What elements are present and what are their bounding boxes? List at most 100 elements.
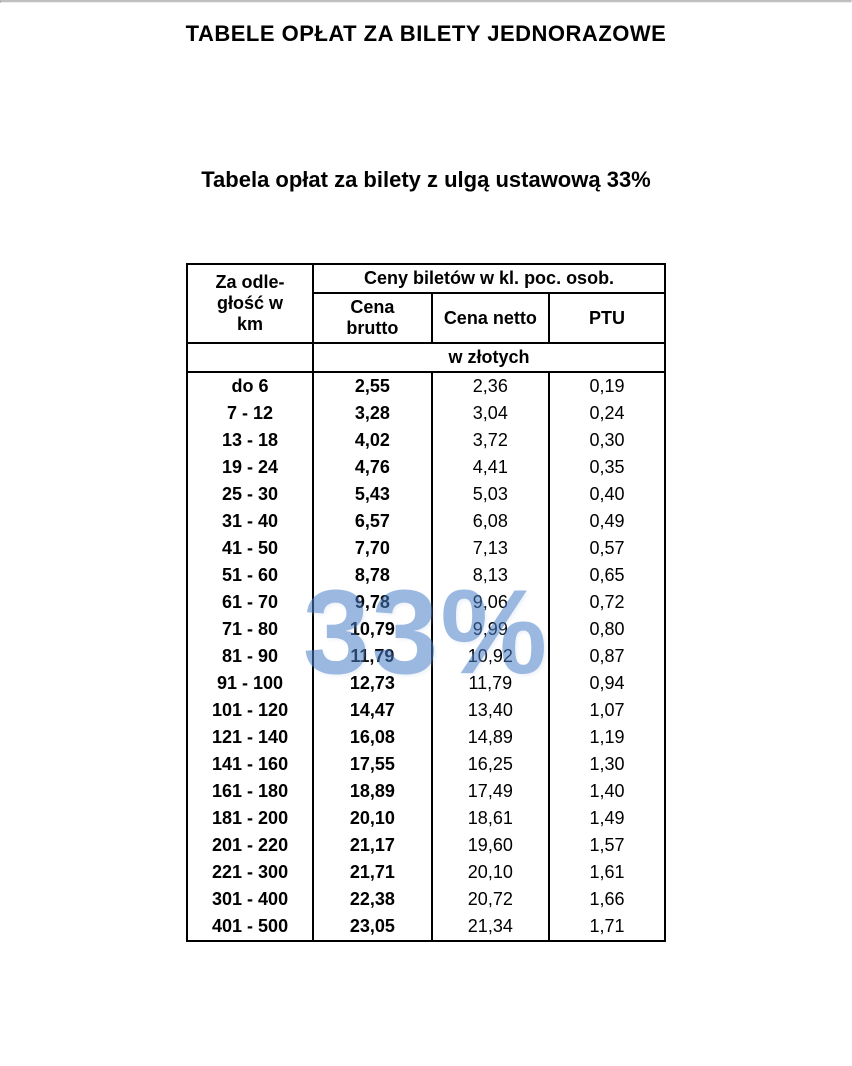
hdr-group: Ceny biletów w kl. poc. osob.: [313, 264, 665, 293]
cell-netto: 3,72: [432, 427, 549, 454]
cell-brutto: 18,89: [313, 778, 432, 805]
cell-ptu: 0,57: [549, 535, 665, 562]
cell-brutto: 20,10: [313, 805, 432, 832]
table-row: 31 - 406,576,080,49: [187, 508, 665, 535]
cell-netto: 13,40: [432, 697, 549, 724]
cell-netto: 7,13: [432, 535, 549, 562]
cell-distance: 41 - 50: [187, 535, 313, 562]
cell-netto: 8,13: [432, 562, 549, 589]
table-row: 101 - 12014,4713,401,07: [187, 697, 665, 724]
cell-brutto: 12,73: [313, 670, 432, 697]
cell-netto: 20,72: [432, 886, 549, 913]
cell-netto: 2,36: [432, 372, 549, 400]
page: TABELE OPŁAT ZA BILETY JEDNORAZOWE Tabel…: [0, 0, 852, 942]
cell-brutto: 4,76: [313, 454, 432, 481]
cell-netto: 20,10: [432, 859, 549, 886]
cell-netto: 10,92: [432, 643, 549, 670]
cell-ptu: 1,07: [549, 697, 665, 724]
cell-distance: 13 - 18: [187, 427, 313, 454]
cell-distance: 201 - 220: [187, 832, 313, 859]
cell-ptu: 0,30: [549, 427, 665, 454]
cell-netto: 4,41: [432, 454, 549, 481]
hdr-ptu: PTU: [549, 293, 665, 343]
cell-distance: 301 - 400: [187, 886, 313, 913]
cell-netto: 6,08: [432, 508, 549, 535]
hdr-blank: [187, 343, 313, 372]
cell-ptu: 1,61: [549, 859, 665, 886]
cell-ptu: 0,40: [549, 481, 665, 508]
table-row: do 62,552,360,19: [187, 372, 665, 400]
title-main: TABELE OPŁAT ZA BILETY JEDNORAZOWE: [0, 3, 852, 47]
cell-ptu: 1,40: [549, 778, 665, 805]
cell-brutto: 9,78: [313, 589, 432, 616]
cell-brutto: 17,55: [313, 751, 432, 778]
cell-ptu: 0,49: [549, 508, 665, 535]
cell-distance: 401 - 500: [187, 913, 313, 941]
cell-netto: 18,61: [432, 805, 549, 832]
cell-netto: 9,99: [432, 616, 549, 643]
subtitle: Tabela opłat za bilety z ulgą ustawową 3…: [0, 167, 852, 193]
cell-netto: 21,34: [432, 913, 549, 941]
table-row: 25 - 305,435,030,40: [187, 481, 665, 508]
cell-brutto: 14,47: [313, 697, 432, 724]
table-row: 401 - 50023,0521,341,71: [187, 913, 665, 941]
cell-netto: 3,04: [432, 400, 549, 427]
fare-thead: Za odle- głość w km Ceny biletów w kl. p…: [187, 264, 665, 372]
cell-brutto: 4,02: [313, 427, 432, 454]
cell-netto: 17,49: [432, 778, 549, 805]
table-row: 19 - 244,764,410,35: [187, 454, 665, 481]
cell-netto: 16,25: [432, 751, 549, 778]
cell-brutto: 16,08: [313, 724, 432, 751]
cell-brutto: 23,05: [313, 913, 432, 941]
table-row: 91 - 10012,7311,790,94: [187, 670, 665, 697]
hdr-distance: Za odle- głość w km: [187, 264, 313, 343]
cell-distance: 7 - 12: [187, 400, 313, 427]
table-row: 61 - 709,789,060,72: [187, 589, 665, 616]
cell-distance: 51 - 60: [187, 562, 313, 589]
table-row: 13 - 184,023,720,30: [187, 427, 665, 454]
cell-ptu: 0,65: [549, 562, 665, 589]
table-row: 201 - 22021,1719,601,57: [187, 832, 665, 859]
table-wrap: 33% Za odle- głość w km Ceny biletów w k…: [186, 263, 666, 942]
table-row: 7 - 123,283,040,24: [187, 400, 665, 427]
table-row: 141 - 16017,5516,251,30: [187, 751, 665, 778]
cell-distance: 221 - 300: [187, 859, 313, 886]
cell-ptu: 1,71: [549, 913, 665, 941]
cell-distance: do 6: [187, 372, 313, 400]
cell-netto: 11,79: [432, 670, 549, 697]
cell-distance: 121 - 140: [187, 724, 313, 751]
cell-distance: 101 - 120: [187, 697, 313, 724]
cell-netto: 5,03: [432, 481, 549, 508]
cell-netto: 19,60: [432, 832, 549, 859]
cell-netto: 14,89: [432, 724, 549, 751]
cell-ptu: 1,30: [549, 751, 665, 778]
cell-brutto: 7,70: [313, 535, 432, 562]
cell-brutto: 10,79: [313, 616, 432, 643]
cell-ptu: 1,49: [549, 805, 665, 832]
cell-brutto: 21,71: [313, 859, 432, 886]
cell-distance: 25 - 30: [187, 481, 313, 508]
cell-distance: 181 - 200: [187, 805, 313, 832]
cell-distance: 81 - 90: [187, 643, 313, 670]
cell-ptu: 0,35: [549, 454, 665, 481]
cell-ptu: 1,66: [549, 886, 665, 913]
cell-ptu: 1,57: [549, 832, 665, 859]
cell-ptu: 0,87: [549, 643, 665, 670]
cell-distance: 141 - 160: [187, 751, 313, 778]
fare-table: Za odle- głość w km Ceny biletów w kl. p…: [186, 263, 666, 942]
table-row: 161 - 18018,8917,491,40: [187, 778, 665, 805]
cell-ptu: 1,19: [549, 724, 665, 751]
fare-tbody: do 62,552,360,197 - 123,283,040,2413 - 1…: [187, 372, 665, 941]
cell-ptu: 0,94: [549, 670, 665, 697]
cell-distance: 71 - 80: [187, 616, 313, 643]
cell-distance: 161 - 180: [187, 778, 313, 805]
table-row: 221 - 30021,7120,101,61: [187, 859, 665, 886]
table-row: 121 - 14016,0814,891,19: [187, 724, 665, 751]
hdr-netto: Cena netto: [432, 293, 549, 343]
cell-ptu: 0,80: [549, 616, 665, 643]
hdr-unit: w złotych: [313, 343, 665, 372]
cell-brutto: 8,78: [313, 562, 432, 589]
cell-brutto: 3,28: [313, 400, 432, 427]
cell-ptu: 0,72: [549, 589, 665, 616]
cell-brutto: 21,17: [313, 832, 432, 859]
